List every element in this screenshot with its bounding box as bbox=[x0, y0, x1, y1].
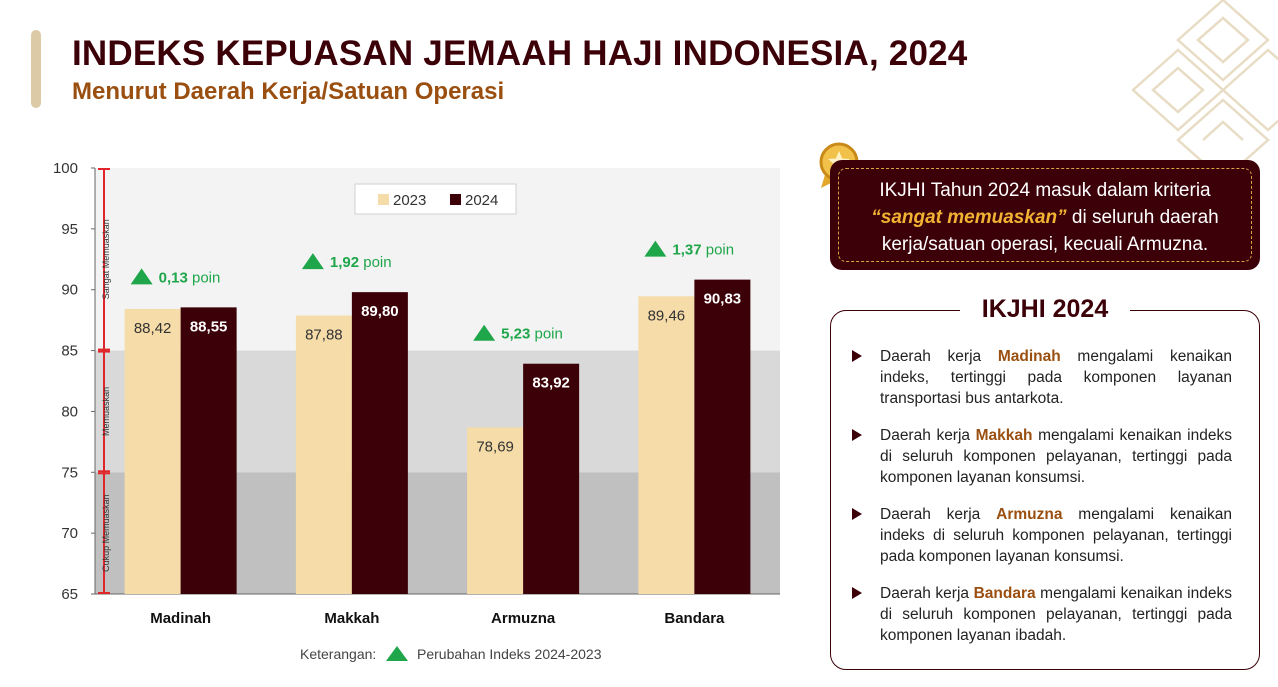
x-tick-label: Makkah bbox=[324, 610, 379, 627]
bar-2023-bandara bbox=[638, 296, 695, 594]
callout-line-3: kerja/satuan operasi, kecuali Armuzna. bbox=[881, 234, 1209, 255]
bar-chart: 100 95 90 85 80 75 70 65 Sangat Memuaskan Memuask… bbox=[53, 160, 780, 662]
up-triangle-icon bbox=[386, 646, 408, 661]
region-name: Armuzna bbox=[996, 506, 1063, 523]
band-label: Memuaskan bbox=[101, 387, 111, 436]
bar-2024-armuzna bbox=[523, 363, 580, 594]
panel-title: IKJHI 2024 bbox=[960, 295, 1130, 324]
y-tick-label: 85 bbox=[61, 343, 78, 360]
legend-label-2024: 2024 bbox=[465, 192, 498, 209]
data-label: 87,88 bbox=[305, 327, 343, 344]
bar-2024-madinah bbox=[180, 307, 237, 594]
y-tick-label: 90 bbox=[61, 282, 78, 299]
x-tick-label: Madinah bbox=[150, 610, 211, 627]
bar-2023-makkah bbox=[295, 315, 352, 594]
up-triangle-icon bbox=[473, 324, 496, 341]
region-name: Makkah bbox=[975, 427, 1033, 444]
x-tick-label: Bandara bbox=[664, 610, 725, 627]
band-label: Cukup Memuaskan bbox=[101, 494, 111, 572]
note-text: Perubahan Indeks 2024-2023 bbox=[417, 646, 602, 662]
arrow-right-icon bbox=[852, 350, 862, 362]
page-title: INDEKS KEPUASAN JEMAAH HAJI INDONESIA, 2… bbox=[72, 34, 968, 73]
data-label: 78,69 bbox=[476, 438, 514, 455]
list-item: Daerah kerja Makkah mengalami kenaikan i… bbox=[852, 425, 1232, 488]
bar-2024-bandara bbox=[694, 279, 751, 594]
up-triangle-icon bbox=[130, 268, 153, 285]
data-label: 83,92 bbox=[532, 375, 570, 392]
chart-note: Keterangan: Perubahan Indeks 2024-2023 bbox=[300, 646, 602, 662]
page-subtitle: Menurut Daerah Kerja/Satuan Operasi bbox=[72, 78, 505, 105]
bars: 88,42 88,55 0,13 poin Madinah 87,88 89,80 1,92… bbox=[124, 240, 751, 627]
arrow-right-icon bbox=[852, 429, 862, 441]
panel-bullet-list: Daerah kerja Madinah mengalami kenaikan … bbox=[852, 346, 1232, 662]
y-tick-label: 75 bbox=[61, 464, 78, 481]
data-label: 88,55 bbox=[190, 318, 228, 335]
title-accent-bar bbox=[31, 30, 41, 108]
data-label: 90,83 bbox=[704, 291, 742, 308]
list-item: Daerah kerja Armuzna mengalami kenaikan … bbox=[852, 504, 1232, 567]
y-tick-label: 70 bbox=[61, 525, 78, 542]
list-item: Daerah kerja Madinah mengalami kenaikan … bbox=[852, 346, 1232, 409]
bar-2024-makkah bbox=[351, 292, 408, 594]
summary-callout: IKJHI Tahun 2024 masuk dalam kriteria “s… bbox=[830, 160, 1260, 270]
legend-label-2023: 2023 bbox=[393, 192, 426, 209]
arrow-right-icon bbox=[852, 508, 862, 520]
decorative-ornament bbox=[1131, 0, 1278, 160]
up-triangle-icon bbox=[644, 240, 667, 257]
region-name: Madinah bbox=[997, 348, 1061, 365]
callout-highlight: “sangat memuaskan” bbox=[871, 207, 1067, 228]
bar-2023-armuzna bbox=[467, 427, 524, 594]
data-label: 89,80 bbox=[361, 303, 399, 320]
x-tick-label: Armuzna bbox=[491, 610, 556, 627]
y-tick-label: 80 bbox=[61, 403, 78, 420]
list-item: Daerah kerja Bandara mengalami kenaikan … bbox=[852, 583, 1232, 646]
legend-swatch-2024 bbox=[450, 194, 461, 205]
change-label: 5,23 poin bbox=[501, 326, 563, 343]
callout-line-1: IKJHI Tahun 2024 masuk dalam kriteria bbox=[879, 180, 1211, 201]
change-label: 0,13 poin bbox=[159, 269, 221, 286]
change-label: 1,92 poin bbox=[330, 254, 392, 271]
arrow-right-icon bbox=[852, 587, 862, 599]
callout-line-2: di seluruh daerah bbox=[1066, 207, 1219, 228]
data-label: 88,42 bbox=[134, 320, 172, 337]
bar-2023-madinah bbox=[124, 308, 181, 594]
band-label: Sangat Memuaskan bbox=[101, 219, 111, 299]
up-triangle-icon bbox=[301, 253, 324, 270]
note-label: Keterangan: bbox=[300, 646, 376, 662]
y-tick-label: 100 bbox=[53, 160, 78, 177]
legend: 2023 2024 bbox=[354, 183, 517, 215]
y-tick-label: 95 bbox=[61, 221, 78, 238]
change-label: 1,37 poin bbox=[672, 242, 734, 259]
y-tick-label: 65 bbox=[61, 586, 78, 603]
data-label: 89,46 bbox=[648, 307, 686, 324]
legend-swatch-2023 bbox=[378, 194, 389, 205]
region-name: Bandara bbox=[973, 585, 1036, 602]
